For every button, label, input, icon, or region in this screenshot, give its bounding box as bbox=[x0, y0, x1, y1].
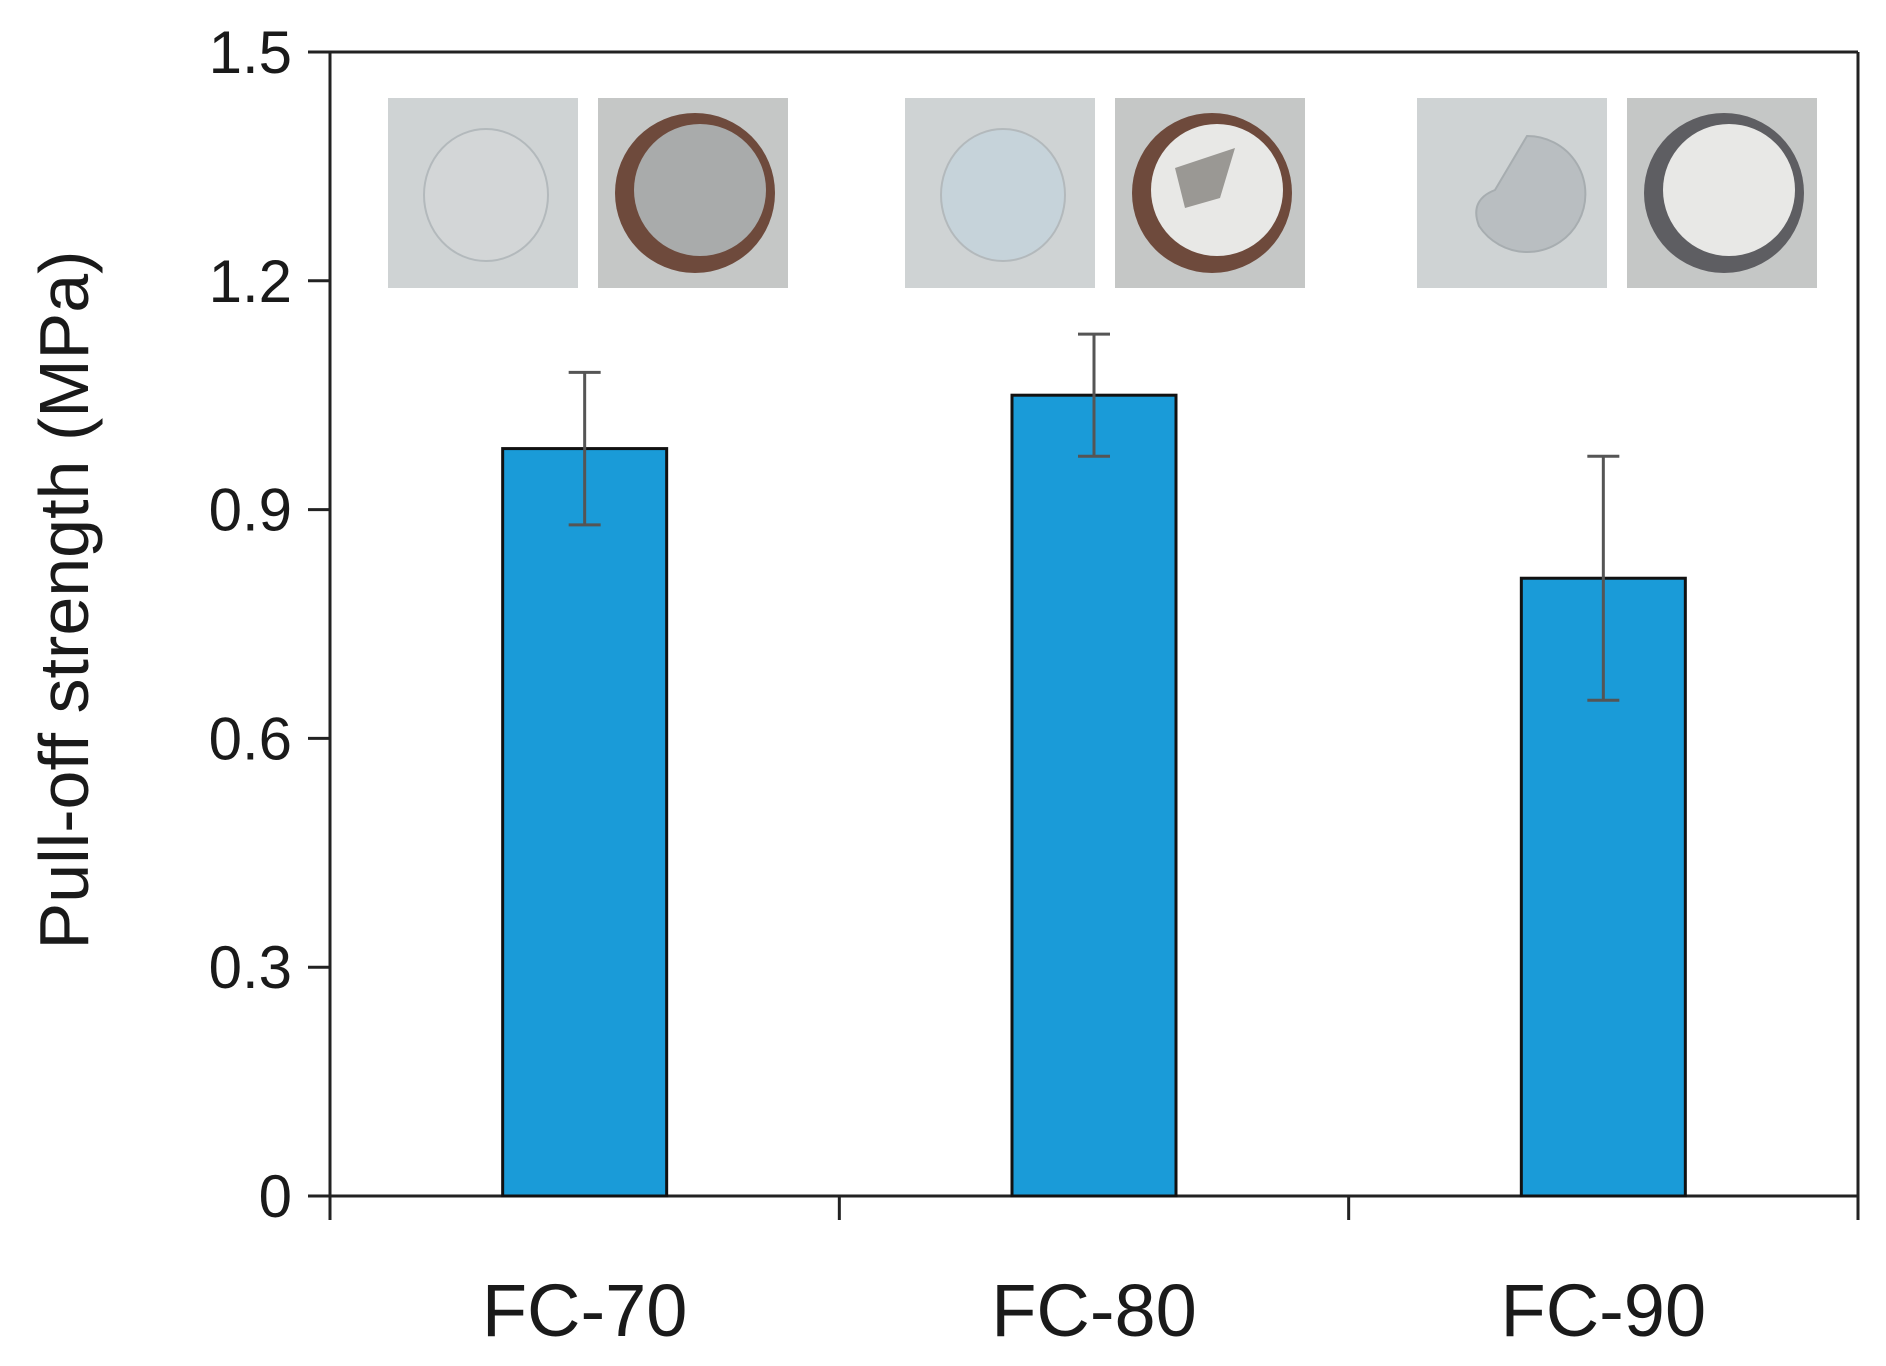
bar-fc-70 bbox=[501, 447, 669, 1198]
y-tick-label: 0.6 bbox=[209, 705, 292, 772]
x-axis: FC-70 FC-80 FC-90 bbox=[328, 1194, 1860, 1352]
y-axis: 0 0.3 0.6 0.9 1.2 1.5 bbox=[209, 19, 332, 1230]
substrate-residue bbox=[940, 128, 1066, 262]
y-tick-label: 0 bbox=[259, 1163, 292, 1230]
dolly-after-pulloff-photo bbox=[1627, 98, 1817, 288]
y-tick-label: 1.5 bbox=[209, 19, 292, 86]
plot-frame bbox=[330, 50, 1860, 1196]
inset-photos bbox=[388, 98, 1817, 288]
y-axis-title: Pull-off strength (MPa) bbox=[25, 251, 103, 950]
substrate-residue bbox=[423, 128, 549, 262]
dolly-face bbox=[1663, 124, 1795, 256]
bar-fc-80 bbox=[1010, 393, 1178, 1198]
y-tick-label: 0.9 bbox=[209, 477, 292, 544]
dolly-face bbox=[634, 124, 766, 256]
substrate-after-pulloff-photo bbox=[1417, 98, 1607, 288]
dolly-exposed-metal bbox=[1175, 148, 1235, 208]
error-bars bbox=[568, 332, 1620, 702]
substrate-after-pulloff-photo bbox=[388, 98, 578, 288]
dolly-after-pulloff-photo bbox=[1115, 98, 1305, 288]
substrate-after-pulloff-photo bbox=[905, 98, 1095, 288]
x-tick-label: FC-80 bbox=[991, 1269, 1197, 1352]
y-tick-label: 1.2 bbox=[209, 248, 292, 315]
x-tick-label: FC-70 bbox=[482, 1269, 688, 1352]
x-tick-label: FC-90 bbox=[1501, 1269, 1707, 1352]
y-tick-label: 0.3 bbox=[209, 934, 292, 1001]
bars bbox=[501, 393, 1687, 1198]
dolly-after-pulloff-photo bbox=[598, 98, 788, 288]
substrate-residue bbox=[1475, 134, 1587, 253]
